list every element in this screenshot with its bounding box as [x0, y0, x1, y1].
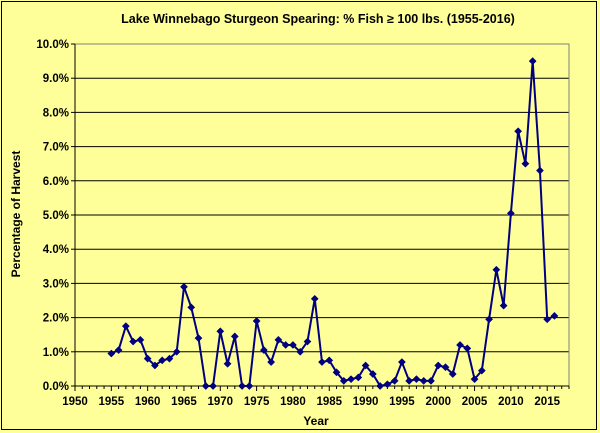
series-line — [107, 57, 559, 390]
x-tick-label: 1970 — [207, 396, 233, 408]
y-tick-label: 6.0% — [43, 176, 69, 188]
data-point — [339, 376, 348, 385]
data-point — [485, 315, 494, 324]
y-tick-label: 8.0% — [43, 107, 69, 119]
data-point — [245, 382, 254, 390]
data-point — [368, 370, 377, 378]
data-point — [405, 376, 414, 385]
data-point — [543, 315, 552, 324]
y-tick-label: 10.0% — [36, 39, 69, 51]
data-point — [419, 376, 428, 385]
y-tick-label: 9.0% — [43, 73, 69, 85]
x-tick-label: 1955 — [99, 396, 125, 408]
data-point — [499, 301, 508, 310]
x-tick-label: 2010 — [498, 396, 524, 408]
data-point — [165, 354, 174, 363]
data-point — [288, 341, 297, 349]
data-point — [238, 382, 247, 390]
x-tick-label: 2000 — [425, 396, 451, 408]
data-point — [361, 361, 370, 370]
data-point — [223, 359, 232, 368]
chart-title: Lake Winnebago Sturgeon Spearing: % Fish… — [121, 12, 515, 26]
y-tick-label: 3.0% — [43, 278, 69, 290]
data-point — [412, 375, 421, 384]
x-tick-label: 1985 — [316, 396, 342, 408]
data-point — [456, 341, 464, 349]
x-tick-label: 1980 — [280, 396, 306, 408]
data-point — [376, 382, 385, 390]
data-point — [477, 366, 486, 375]
data-point — [172, 347, 181, 356]
data-point — [121, 322, 130, 331]
x-tick-label: 2005 — [462, 396, 488, 408]
data-point — [470, 375, 479, 384]
data-point — [267, 358, 276, 367]
data-point — [194, 334, 203, 343]
data-point — [463, 344, 472, 353]
x-tick-label: 1990 — [353, 396, 379, 408]
y-axis-label: Percentage of Harvest — [9, 151, 23, 278]
data-point — [427, 376, 435, 385]
data-point — [129, 337, 138, 346]
y-tick-label: 7.0% — [43, 142, 69, 154]
y-tick-label: 0.0% — [43, 381, 69, 393]
data-point — [107, 349, 116, 358]
data-point — [310, 294, 319, 303]
data-point — [158, 356, 167, 365]
data-point — [506, 209, 515, 218]
gridlines — [75, 43, 569, 387]
data-point — [150, 361, 159, 370]
data-point — [303, 337, 312, 346]
y-tick-label: 1.0% — [43, 347, 69, 359]
data-point — [332, 368, 341, 377]
data-point — [550, 311, 559, 320]
data-point — [347, 375, 356, 384]
x-tick-label: 1965 — [171, 396, 197, 408]
x-tick-label: 1950 — [62, 396, 88, 408]
data-point — [274, 335, 283, 344]
y-axis: 0.0% 1.0% 2.0% 3.0% 4.0% 5.0% 6.0% 7.0% 8.0% 9.0%… — [36, 39, 76, 393]
x-tick-label: 1995 — [389, 396, 415, 408]
data-point — [514, 127, 523, 136]
x-axis: 1950 1955 1960 1965 1970 1975 1980 1985 1990 1995… — [62, 385, 570, 408]
data-point — [216, 327, 225, 336]
x-tick-label: 1975 — [244, 396, 270, 408]
y-tick-label: 5.0% — [43, 210, 69, 222]
data-point — [448, 370, 457, 378]
y-tick-label: 2.0% — [43, 313, 69, 325]
data-point — [136, 335, 145, 344]
data-point — [325, 356, 334, 365]
data-point — [259, 346, 268, 355]
data-point — [528, 57, 537, 66]
data-point — [535, 166, 544, 175]
data-point — [296, 347, 305, 356]
data-point — [187, 303, 196, 312]
y-tick-label: 4.0% — [43, 244, 69, 256]
data-point — [252, 317, 261, 325]
x-tick-label: 2015 — [534, 396, 560, 408]
data-point — [281, 341, 290, 349]
data-point — [143, 354, 152, 363]
data-point — [390, 376, 399, 385]
x-tick-label: 1960 — [135, 396, 161, 408]
data-point — [180, 282, 188, 291]
data-point — [383, 380, 392, 389]
data-point — [354, 373, 363, 382]
data-point — [434, 361, 443, 370]
data-point — [318, 358, 326, 367]
series-path — [110, 60, 555, 387]
data-point — [492, 265, 501, 274]
data-point — [521, 159, 530, 168]
data-point — [201, 382, 210, 390]
data-point — [441, 363, 450, 372]
x-axis-label: Year — [303, 414, 329, 428]
data-point — [397, 358, 406, 367]
data-point — [209, 382, 217, 390]
data-point — [230, 332, 239, 341]
data-point — [114, 346, 123, 355]
